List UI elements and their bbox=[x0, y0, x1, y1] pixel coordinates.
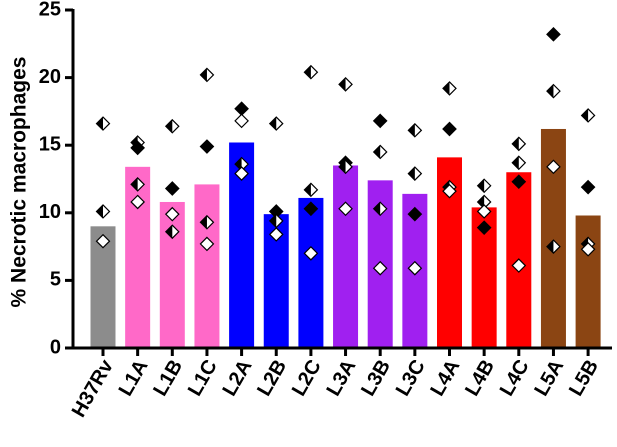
point-l5b-4 bbox=[580, 241, 596, 257]
bar-l5b bbox=[575, 215, 601, 348]
point-l4c-3 bbox=[511, 174, 527, 190]
y-tick-label-10: 10 bbox=[39, 201, 61, 223]
x-tick-label-l3a: L3A bbox=[323, 356, 361, 400]
point-l3b-3 bbox=[372, 201, 388, 217]
point-l2b-4 bbox=[268, 227, 284, 242]
y-tick-label-5: 5 bbox=[50, 269, 61, 291]
point-l1a-3 bbox=[130, 177, 145, 192]
point-l5b-2 bbox=[580, 179, 596, 195]
x-tick-label-l1a: L1A bbox=[115, 356, 153, 400]
point-l3c-2 bbox=[407, 166, 423, 181]
point-l5b-1 bbox=[580, 108, 596, 123]
point-l1c-1 bbox=[199, 67, 215, 83]
point-l3b-2 bbox=[372, 144, 388, 160]
x-tick-label-h37rv: H37Rv bbox=[68, 355, 119, 421]
point-l4c-4 bbox=[511, 258, 527, 273]
point-l5a-1 bbox=[546, 26, 561, 42]
bar-l1c bbox=[194, 184, 220, 348]
plot-area: 0510152025H37RvL1AL1BL1CL2AL2BL2CL3AL3BL… bbox=[39, 0, 612, 421]
point-l1c-2 bbox=[199, 139, 215, 154]
x-tick-label-l1b: L1B bbox=[149, 356, 187, 400]
bar-l1b bbox=[159, 201, 185, 348]
point-l4a-4 bbox=[442, 183, 457, 199]
x-tick-label-l3c: L3C bbox=[392, 356, 430, 400]
point-h37rv-1 bbox=[95, 116, 111, 131]
bar-l1a bbox=[125, 166, 151, 348]
point-l3a-3 bbox=[338, 159, 353, 175]
point-l3b-1 bbox=[372, 113, 388, 129]
x-tick-label-l4b: L4B bbox=[461, 356, 499, 400]
point-l4c-1 bbox=[511, 136, 527, 152]
point-l5a-4 bbox=[546, 239, 561, 254]
point-h37rv-2 bbox=[95, 204, 111, 219]
point-l3a-1 bbox=[338, 77, 353, 92]
x-tick-label-l3b: L3B bbox=[357, 356, 395, 400]
point-l4b-1 bbox=[476, 178, 492, 194]
point-l2c-2 bbox=[303, 182, 319, 198]
point-l5a-2 bbox=[546, 83, 561, 99]
x-tick-label-l2a: L2A bbox=[219, 356, 257, 400]
bar-l3a bbox=[333, 165, 359, 348]
point-l2a-1 bbox=[234, 101, 249, 117]
point-l5a-3 bbox=[546, 159, 561, 175]
point-l3c-4 bbox=[407, 260, 423, 276]
point-l2c-4 bbox=[303, 246, 319, 261]
point-l1a-4 bbox=[130, 194, 145, 210]
x-tick-label-l2b: L2B bbox=[253, 356, 291, 400]
point-l3c-3 bbox=[407, 206, 423, 222]
point-h37rv-3 bbox=[95, 233, 111, 249]
y-tick-label-15: 15 bbox=[39, 133, 61, 155]
point-l4a-2 bbox=[442, 121, 457, 137]
point-l3a-4 bbox=[338, 201, 353, 217]
point-l3b-4 bbox=[372, 260, 388, 276]
point-l1c-3 bbox=[199, 214, 215, 230]
point-l2c-1 bbox=[303, 64, 319, 80]
y-axis-title: % Necrotic macrophages bbox=[8, 57, 31, 308]
point-l2a-2 bbox=[234, 113, 249, 129]
point-l2c-3 bbox=[303, 201, 319, 217]
point-l4c-2 bbox=[511, 155, 527, 171]
point-l4b-3 bbox=[476, 204, 492, 219]
point-l4a-1 bbox=[442, 81, 457, 96]
point-l1b-2 bbox=[164, 181, 180, 196]
x-tick-label-l5a: L5A bbox=[530, 356, 568, 400]
x-tick-label-l4c: L4C bbox=[496, 356, 534, 400]
y-tick-label-20: 20 bbox=[39, 66, 61, 88]
point-l2b-1 bbox=[268, 116, 284, 131]
point-l4b-4 bbox=[476, 220, 492, 236]
y-tick-label-25: 25 bbox=[39, 0, 61, 20]
point-l1b-3 bbox=[164, 206, 180, 222]
x-tick-label-l5b: L5B bbox=[565, 356, 603, 400]
bar-l2c bbox=[298, 197, 324, 348]
point-l1b-1 bbox=[164, 118, 180, 134]
x-tick-label-l2c: L2C bbox=[288, 356, 326, 400]
point-l1c-4 bbox=[199, 236, 215, 252]
point-l1a-2 bbox=[130, 140, 145, 156]
y-tick-label-0: 0 bbox=[50, 336, 61, 358]
point-l2a-4 bbox=[234, 166, 249, 181]
point-l1b-4 bbox=[164, 224, 180, 240]
x-tick-label-l1c: L1C bbox=[184, 356, 222, 400]
point-l3c-1 bbox=[407, 122, 423, 138]
x-tick-label-l4a: L4A bbox=[426, 356, 464, 400]
